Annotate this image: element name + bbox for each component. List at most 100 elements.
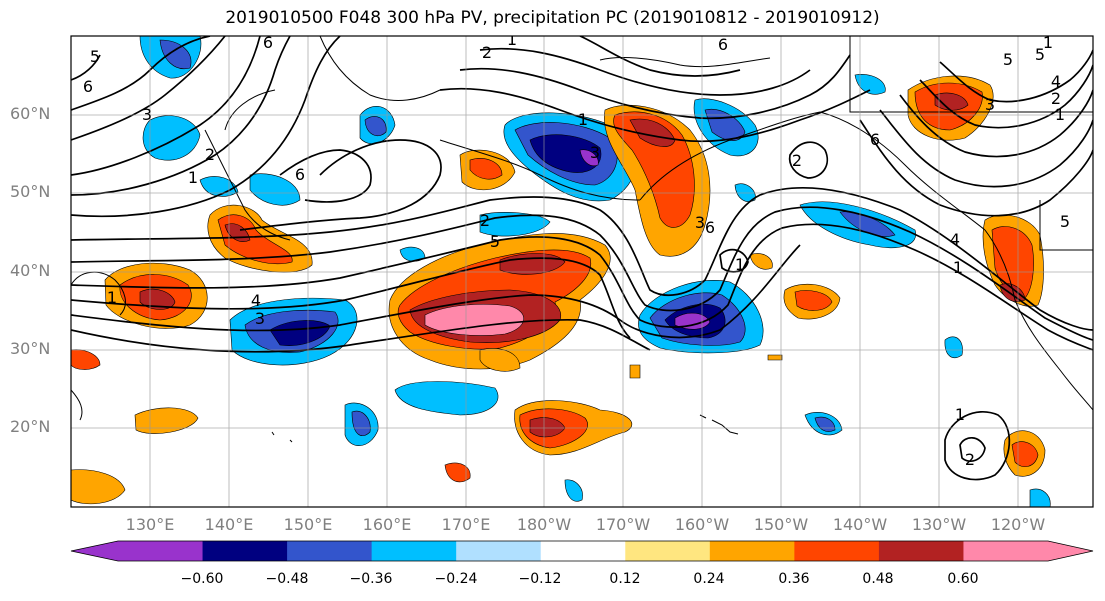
precip-negative-region xyxy=(159,39,192,70)
colorbar-segments xyxy=(70,540,1094,562)
precip-positive-region xyxy=(629,364,641,379)
lat-label: 60°N xyxy=(10,104,51,123)
coastlines xyxy=(71,36,1093,443)
contour-label: 6 xyxy=(295,165,305,184)
lon-label: 150°W xyxy=(753,515,809,534)
precip-positive-region xyxy=(469,158,503,180)
pv-contours xyxy=(71,36,1093,481)
precip-negative-region xyxy=(944,336,963,359)
lat-label: 50°N xyxy=(10,182,51,201)
contour-labels: 5 6 2 1 6 3 1 6 1 2 6 5 4 3 1 6 5 3 3 5 … xyxy=(83,30,1070,469)
contour-label: 6 xyxy=(718,35,728,54)
precip-negative-region xyxy=(674,312,711,330)
contour-label: 1 xyxy=(107,288,117,307)
contour-label: 3 xyxy=(590,143,600,162)
precip-negative-region xyxy=(564,479,583,502)
lon-label: 160°E xyxy=(362,515,412,534)
precip-positive-region xyxy=(999,283,1026,302)
lon-label: 130°E xyxy=(125,515,175,534)
contour-label: 2 xyxy=(965,450,975,469)
precip-positive-region xyxy=(444,462,471,483)
precip-positive-region xyxy=(1011,441,1039,468)
precip-negative-region xyxy=(249,173,301,206)
lon-label: 120°W xyxy=(990,515,1046,534)
colorbar-tick-label: 0.48 xyxy=(862,571,894,587)
precip-negative-region xyxy=(364,116,387,136)
colorbar-segment xyxy=(287,541,373,561)
colorbar-tick-label: −0.48 xyxy=(265,571,309,587)
precip-positive-region xyxy=(749,253,773,270)
precip-negative-region xyxy=(394,381,499,416)
colorbar-segment xyxy=(456,541,542,561)
colorbar-tick-label: 0.36 xyxy=(778,571,810,587)
lat-label: 20°N xyxy=(10,417,51,436)
map-plot-area: 5 6 2 1 6 3 1 6 1 2 6 5 4 3 1 6 5 3 3 5 … xyxy=(71,30,1093,507)
contour-label: 1 xyxy=(955,405,965,424)
precip-negative-region xyxy=(704,108,746,141)
contour-label: 2 xyxy=(792,151,802,170)
colorbar-outline xyxy=(70,540,1094,562)
contour-label: 3 xyxy=(695,213,705,232)
colorbar-segment xyxy=(963,541,1049,561)
lon-label: 140°E xyxy=(204,515,254,534)
map-frame xyxy=(70,35,1094,508)
colorbar-tick-label: −0.12 xyxy=(518,571,562,587)
graticule xyxy=(71,36,1093,507)
colorbar-tick-label: −0.24 xyxy=(434,571,478,587)
contour-label: 2 xyxy=(480,211,490,230)
contour-label: 2 xyxy=(1051,89,1061,108)
contour-label: 6 xyxy=(263,33,273,52)
precip-positive-region xyxy=(767,354,783,361)
contour-label: 1 xyxy=(735,255,745,274)
contour-label: 6 xyxy=(83,77,93,96)
colorbar-tick-label: −0.60 xyxy=(180,571,224,587)
precip-negative-region xyxy=(142,115,201,161)
precip-positive-region xyxy=(794,290,833,311)
colorbar-segment xyxy=(540,541,626,561)
map-title: 2019010500 F048 300 hPa PV, precipitatio… xyxy=(225,8,880,28)
colorbar-tick-label: 0.24 xyxy=(693,571,725,587)
contour-label: 2 xyxy=(482,43,492,62)
lon-label: 140°W xyxy=(832,515,888,534)
precip-negative-region xyxy=(1029,488,1051,507)
contour-label: 5 xyxy=(490,232,500,251)
lat-label: 40°N xyxy=(10,261,51,280)
contour-label: 1 xyxy=(1043,33,1053,52)
contour-label: 5 xyxy=(1035,45,1045,64)
contour-label: 2 xyxy=(205,145,215,164)
contour-label: 1 xyxy=(1055,105,1065,124)
precip-positive-region xyxy=(71,469,126,505)
colorbar-extend-low xyxy=(71,541,118,561)
precip-positive-region xyxy=(934,92,969,111)
contour-label: 1 xyxy=(953,258,963,277)
lon-label: 150°E xyxy=(283,515,333,534)
colorbar-tick-label: 0.12 xyxy=(609,571,641,587)
contour-label: 5 xyxy=(1060,212,1070,231)
contour-label: 3 xyxy=(985,95,995,114)
contour-label: 5 xyxy=(1003,50,1013,69)
contour-label: 1 xyxy=(578,110,588,129)
contour-label: 4 xyxy=(950,230,960,249)
colorbar-segment xyxy=(625,541,711,561)
precip-positive-region xyxy=(134,407,199,434)
colorbar-segment xyxy=(794,541,880,561)
colorbar-segment xyxy=(878,541,964,561)
precip-positive-region xyxy=(479,348,521,372)
colorbar-segment xyxy=(118,541,204,561)
lon-label: 130°W xyxy=(911,515,967,534)
contour-label: 3 xyxy=(255,309,265,328)
colorbar-segment xyxy=(371,541,457,561)
lon-label: 170°W xyxy=(595,515,651,534)
lon-label: 180°W xyxy=(516,515,572,534)
contour-label: 1 xyxy=(507,30,517,49)
lat-label: 30°N xyxy=(10,339,51,358)
contour-label: 1 xyxy=(188,168,198,187)
colorbar-tick-label: 0.60 xyxy=(947,571,979,587)
precip-negative-region xyxy=(579,149,599,167)
contour-label: 6 xyxy=(705,218,715,237)
colorbar-segment xyxy=(202,541,288,561)
contour-label: 3 xyxy=(142,105,152,124)
contour-label: 4 xyxy=(251,291,261,310)
colorbar-segment xyxy=(709,541,795,561)
